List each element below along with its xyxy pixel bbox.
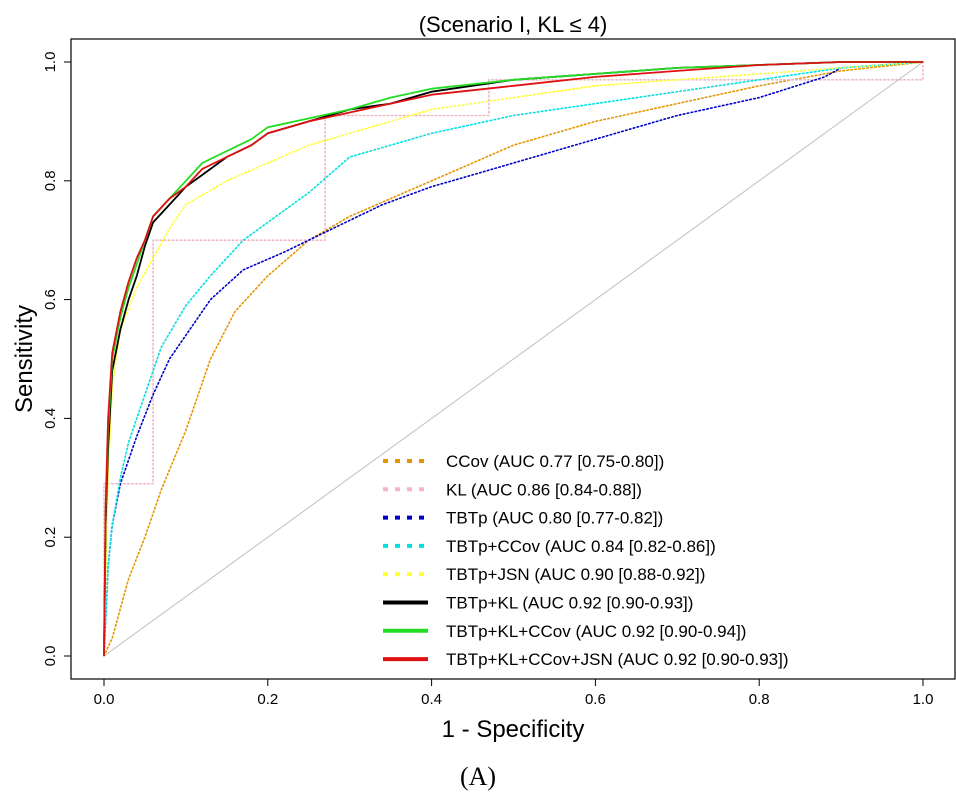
legend-label: CCov (AUC 0.77 [0.75-0.80])	[446, 452, 664, 471]
series-line-1	[103, 61, 924, 657]
legend-label: TBTp+KL (AUC 0.92 [0.90-0.93])	[446, 594, 693, 613]
x-tick-label: 0.8	[749, 691, 770, 708]
x-tick-label: 1.0	[913, 691, 934, 708]
y-tick-label: 0.6	[42, 289, 59, 310]
y-tick-label: 0.0	[42, 646, 59, 667]
legend-label: TBTp+KL+CCov (AUC 0.92 [0.90-0.94])	[446, 622, 746, 641]
x-tick-label: 0.2	[257, 691, 278, 708]
y-axis: 0.0 0.2 0.4 0.6 0.8 1.0	[42, 52, 71, 667]
legend-label: TBTp+JSN (AUC 0.90 [0.88-0.92])	[446, 565, 705, 584]
y-axis-title: Sensitivity	[11, 305, 38, 413]
series-group	[103, 61, 924, 657]
chart-title: (Scenario I, KL ≤ 4)	[419, 12, 608, 37]
y-tick-label: 0.2	[42, 527, 59, 548]
legend-label: TBTp+CCov (AUC 0.84 [0.82-0.86])	[446, 537, 716, 556]
series-line-0	[103, 61, 924, 657]
legend-label: KL (AUC 0.86 [0.84-0.88])	[446, 480, 642, 499]
x-tick-label: 0.4	[421, 691, 442, 708]
y-tick-label: 1.0	[42, 52, 59, 73]
y-tick-label: 0.4	[42, 408, 59, 429]
x-tick-label: 0.6	[585, 691, 606, 708]
legend: CCov (AUC 0.77 [0.75-0.80]) KL (AUC 0.86 …	[383, 452, 789, 669]
x-tick-label: 0.0	[94, 691, 115, 708]
series-line-2	[103, 61, 924, 657]
legend-label: TBTp (AUC 0.80 [0.77-0.82])	[446, 509, 663, 528]
x-axis-title: 1 - Specificity	[442, 716, 585, 743]
plot-frame	[70, 38, 956, 680]
panel-caption: (A)	[460, 762, 496, 791]
series-line-3	[103, 61, 924, 657]
y-tick-label: 0.8	[42, 170, 59, 191]
series-line-7	[103, 61, 923, 657]
legend-label: TBTp+KL+CCov+JSN (AUC 0.92 [0.90-0.93])	[446, 650, 789, 669]
reference-diagonal-line	[103, 61, 924, 657]
series-line-4	[103, 61, 924, 657]
series-line-6	[103, 61, 923, 657]
x-axis: 0.0 0.2 0.4 0.6 0.8 1.0	[94, 679, 934, 708]
